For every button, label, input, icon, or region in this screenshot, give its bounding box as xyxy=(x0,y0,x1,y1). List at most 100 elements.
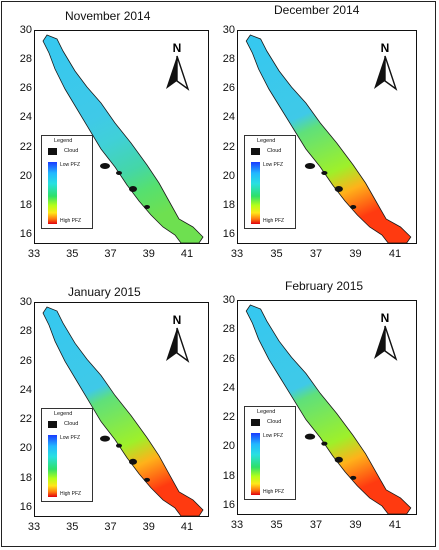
legend-color-ramp xyxy=(48,162,57,224)
panel-title: January 2015 xyxy=(68,285,141,299)
y-axis-tick-label: 22 xyxy=(222,140,235,153)
y-axis-tick-label: 26 xyxy=(19,82,32,95)
y-axis-tick-label: 22 xyxy=(19,140,32,153)
north-label: N xyxy=(173,313,182,327)
map-area: N Legend Cloud Low PFZ High PFZ xyxy=(237,300,417,515)
y-axis-tick-label: 24 xyxy=(19,111,32,124)
x-axis-tick-label: 35 xyxy=(66,248,79,260)
cloud-patch xyxy=(116,443,122,448)
y-axis-tick-label: 28 xyxy=(19,53,32,66)
legend-color-ramp xyxy=(251,433,260,495)
y-axis-tick-label: 20 xyxy=(222,440,235,453)
y-axis-tick-label: 28 xyxy=(222,323,235,336)
x-axis-tick-label: 33 xyxy=(230,519,244,531)
legend-color-ramp xyxy=(251,162,260,224)
y-axis-tick-label: 16 xyxy=(222,228,235,240)
cloud-patch xyxy=(100,163,110,169)
legend-high-label: High PFZ xyxy=(60,218,82,224)
map-panel-november-2014: November 2014 N Legend Cloud Low PFZ High PFZ… xyxy=(0,0,219,275)
y-axis-tick-label: 30 xyxy=(19,24,32,36)
x-axis-tick-label: 37 xyxy=(104,521,117,533)
y-axis-tick-label: 18 xyxy=(19,471,32,484)
cloud-patch xyxy=(304,433,316,440)
cloud-patch xyxy=(321,441,328,446)
x-axis-tick-label: 37 xyxy=(309,519,323,531)
north-arrow-icon: N xyxy=(374,41,398,91)
sea-surface xyxy=(42,34,204,243)
cloud-patch xyxy=(100,435,110,442)
map-panel-january-2015: January 2015 N Legend Cloud Low PFZ High PFZ 3… xyxy=(0,275,219,550)
y-axis-tick-label: 26 xyxy=(222,352,235,365)
north-label: N xyxy=(381,311,390,325)
sea-surface xyxy=(245,304,412,514)
legend-title: Legend xyxy=(257,138,276,144)
x-axis-tick-label: 35 xyxy=(270,519,283,531)
y-axis-tick-label: 30 xyxy=(222,294,235,306)
y-axis-tick-label: 24 xyxy=(222,381,235,394)
red-sea-pfz-map xyxy=(245,34,412,243)
legend-title: Legend xyxy=(54,411,73,417)
cloud-patch xyxy=(144,477,150,482)
y-axis-tick-label: 16 xyxy=(222,499,235,511)
y-axis-tick-label: 28 xyxy=(19,325,32,338)
y-axis-tick-label: 26 xyxy=(222,82,235,95)
x-axis-tick-label: 41 xyxy=(388,519,402,531)
cloud-patch xyxy=(334,186,343,192)
x-axis-tick-label: 39 xyxy=(142,248,155,260)
sea-surface xyxy=(245,34,412,243)
x-axis-tick-label: 33 xyxy=(230,248,244,260)
y-axis-tick-label: 20 xyxy=(222,169,235,182)
north-arrow-icon: N xyxy=(166,313,190,363)
north-label: N xyxy=(173,41,182,55)
y-axis-tick-label: 22 xyxy=(222,411,235,424)
legend-low-label: Low PFZ xyxy=(263,433,284,439)
legend: Legend Cloud Low PFZ High PFZ xyxy=(244,406,296,500)
red-sea-pfz-map xyxy=(42,306,204,516)
legend-low-label: Low PFZ xyxy=(263,162,284,168)
legend-cloud-swatch xyxy=(48,148,57,155)
x-axis-tick-label: 41 xyxy=(180,521,194,533)
legend-low-label: Low PFZ xyxy=(60,162,81,168)
y-axis-tick-label: 30 xyxy=(19,296,32,308)
x-axis-tick-label: 33 xyxy=(27,248,41,260)
legend-cloud-label: Cloud xyxy=(64,421,79,427)
y-axis-tick-label: 16 xyxy=(19,228,32,240)
x-axis-tick-label: 35 xyxy=(270,248,283,260)
cloud-patch xyxy=(350,475,357,480)
y-axis-tick-label: 18 xyxy=(222,198,235,211)
legend-title: Legend xyxy=(54,138,73,144)
north-arrow-icon: N xyxy=(166,41,190,91)
legend: Legend Cloud Low PFZ High PFZ xyxy=(41,135,93,229)
map-area: N Legend Cloud Low PFZ High PFZ xyxy=(34,302,209,517)
y-axis-tick-label: 22 xyxy=(19,413,32,426)
legend-high-label: High PFZ xyxy=(60,491,82,497)
y-axis-tick-label: 24 xyxy=(19,383,32,396)
red-sea-pfz-map xyxy=(42,34,204,243)
x-axis-tick-label: 37 xyxy=(104,248,117,260)
legend-high-label: High PFZ xyxy=(263,489,285,495)
legend-title: Legend xyxy=(257,409,276,415)
map-area: N Legend Cloud Low PFZ High PFZ xyxy=(237,30,417,244)
cloud-patch xyxy=(129,458,137,465)
panel-title: February 2015 xyxy=(285,279,364,293)
legend-cloud-label: Cloud xyxy=(64,148,79,154)
y-axis-tick-label: 28 xyxy=(222,53,235,66)
cloud-patch xyxy=(304,163,316,169)
cloud-patch xyxy=(321,171,328,175)
x-axis-tick-label: 39 xyxy=(142,521,155,533)
y-axis-tick-label: 20 xyxy=(19,442,32,455)
legend-cloud-swatch xyxy=(251,148,260,155)
legend-cloud-label: Cloud xyxy=(267,148,282,154)
y-axis-tick-label: 26 xyxy=(19,354,32,367)
x-axis-tick-label: 35 xyxy=(66,521,79,533)
x-axis-tick-label: 37 xyxy=(309,248,323,260)
y-axis-tick-label: 18 xyxy=(222,469,235,482)
sea-surface xyxy=(42,306,204,516)
cloud-patch xyxy=(350,205,357,209)
legend-cloud-label: Cloud xyxy=(267,419,282,425)
panel-title: December 2014 xyxy=(274,3,360,17)
y-axis-tick-label: 24 xyxy=(222,111,235,124)
cloud-patch xyxy=(144,205,150,209)
legend-low-label: Low PFZ xyxy=(60,435,81,441)
